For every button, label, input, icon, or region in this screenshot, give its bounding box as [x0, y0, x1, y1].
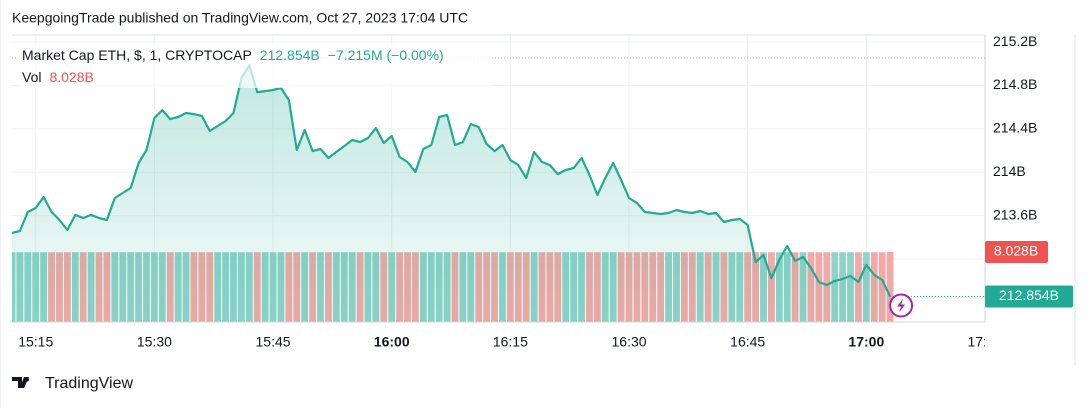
legend-bg — [18, 44, 490, 88]
x-tick-label: 15:30 — [137, 334, 172, 350]
event-bolt — [897, 298, 906, 313]
logo-dot — [25, 377, 29, 382]
legend-price: 212.854B — [260, 47, 320, 63]
legend-change: −7.215M (−0.00%) — [328, 47, 444, 63]
footer: TradingView — [45, 375, 133, 392]
price-line — [12, 63, 892, 297]
axis-tags: 212.854B 8.028B — [985, 241, 1073, 308]
price-tag-bg — [985, 285, 1073, 308]
y-tick-label: 214B — [993, 163, 1026, 179]
header: KeepgoingTrade published on TradingView.… — [12, 10, 468, 26]
volume-legend-name: Vol — [22, 69, 41, 85]
y-tick-label: 214.4B — [993, 120, 1037, 136]
x-tick-label: 15:45 — [256, 334, 291, 350]
x-axis-labels: 15:15 15:30 15:45 16:00 16:15 16:30 16:45 17:00… — [18, 334, 1002, 350]
x-tick-label: 17:15 — [967, 334, 1002, 350]
x-tick-label: 16:00 — [374, 334, 410, 350]
x-tick-label: 16:45 — [730, 334, 765, 350]
x-tick-label: 15:15 — [18, 334, 53, 350]
logo-icon — [12, 377, 29, 388]
volume-tag-bg — [985, 241, 1048, 263]
volume-legend-value: 8.028B — [49, 69, 93, 85]
y-tick-label: 214.8B — [993, 76, 1037, 92]
y-tick-label: 213.6B — [993, 206, 1037, 222]
x-tick-label: 17:00 — [848, 334, 884, 350]
volume-bar — [886, 252, 894, 322]
legend-symbol: Market Cap ETH, $, 1, CRYPTOCAP — [22, 47, 252, 63]
plot-area — [12, 63, 894, 322]
area-fill — [12, 65, 891, 322]
x-tick-label: 16:30 — [612, 334, 647, 350]
price-tag: 212.854B — [999, 287, 1059, 303]
x-tick-label: 16:15 — [493, 334, 528, 350]
tradingview-logo: TradingView — [12, 375, 133, 392]
volume-tag: 8.028B — [994, 243, 1038, 259]
y-tick-label: 215.2B — [993, 33, 1037, 49]
legend: Market Cap ETH, $, 1, CRYPTOCAP 212.854B −… — [22, 47, 444, 63]
volume-legend: Vol 8.028B — [22, 69, 94, 85]
